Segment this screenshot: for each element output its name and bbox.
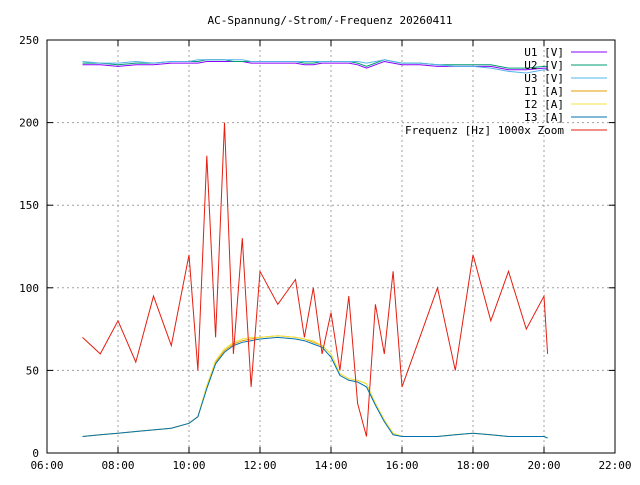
x-tick-label: 22:00 xyxy=(598,459,631,472)
x-tick-label: 06:00 xyxy=(30,459,63,472)
y-tick-label: 50 xyxy=(26,364,39,377)
axes: 06:00 08:00 10:00 12:00 14:00 16:00 18:00 20:00… xyxy=(19,34,631,472)
x-tick-label: 14:00 xyxy=(314,459,347,472)
y-tick-label: 200 xyxy=(19,117,39,130)
plot-frame xyxy=(46,39,616,454)
y-tick-label: 150 xyxy=(19,199,39,212)
x-tick-label: 12:00 xyxy=(243,459,276,472)
x-tick-label: 20:00 xyxy=(527,459,560,472)
legend-label: U1 [V] xyxy=(524,46,564,59)
legend-label: I2 [A] xyxy=(524,98,564,111)
y-tick-label: 0 xyxy=(32,447,39,460)
y-tick-label: 250 xyxy=(19,34,39,47)
series-line xyxy=(82,122,549,437)
legend: U1 [V]U2 [V]U3 [V]I1 [A]I2 [A]I3 [A]Freq… xyxy=(405,46,607,137)
series-line xyxy=(82,336,548,439)
legend-label: U2 [V] xyxy=(524,59,564,72)
series-line xyxy=(82,59,548,74)
x-tick-label: 16:00 xyxy=(385,459,418,472)
x-tick-label: 08:00 xyxy=(101,459,134,472)
legend-label: I3 [A] xyxy=(524,111,564,124)
grid xyxy=(47,40,615,453)
legend-label: Frequenz [Hz] 1000x Zoom xyxy=(405,124,564,137)
legend-label: U3 [V] xyxy=(524,72,564,85)
y-tick-label: 100 xyxy=(19,282,39,295)
legend-label: I1 [A] xyxy=(524,85,564,98)
series-lines xyxy=(82,59,549,439)
chart-title: AC-Spannung/-Strom/-Frequenz 20260411 xyxy=(207,14,452,27)
x-tick-label: 10:00 xyxy=(172,459,205,472)
x-tick-label: 18:00 xyxy=(456,459,489,472)
